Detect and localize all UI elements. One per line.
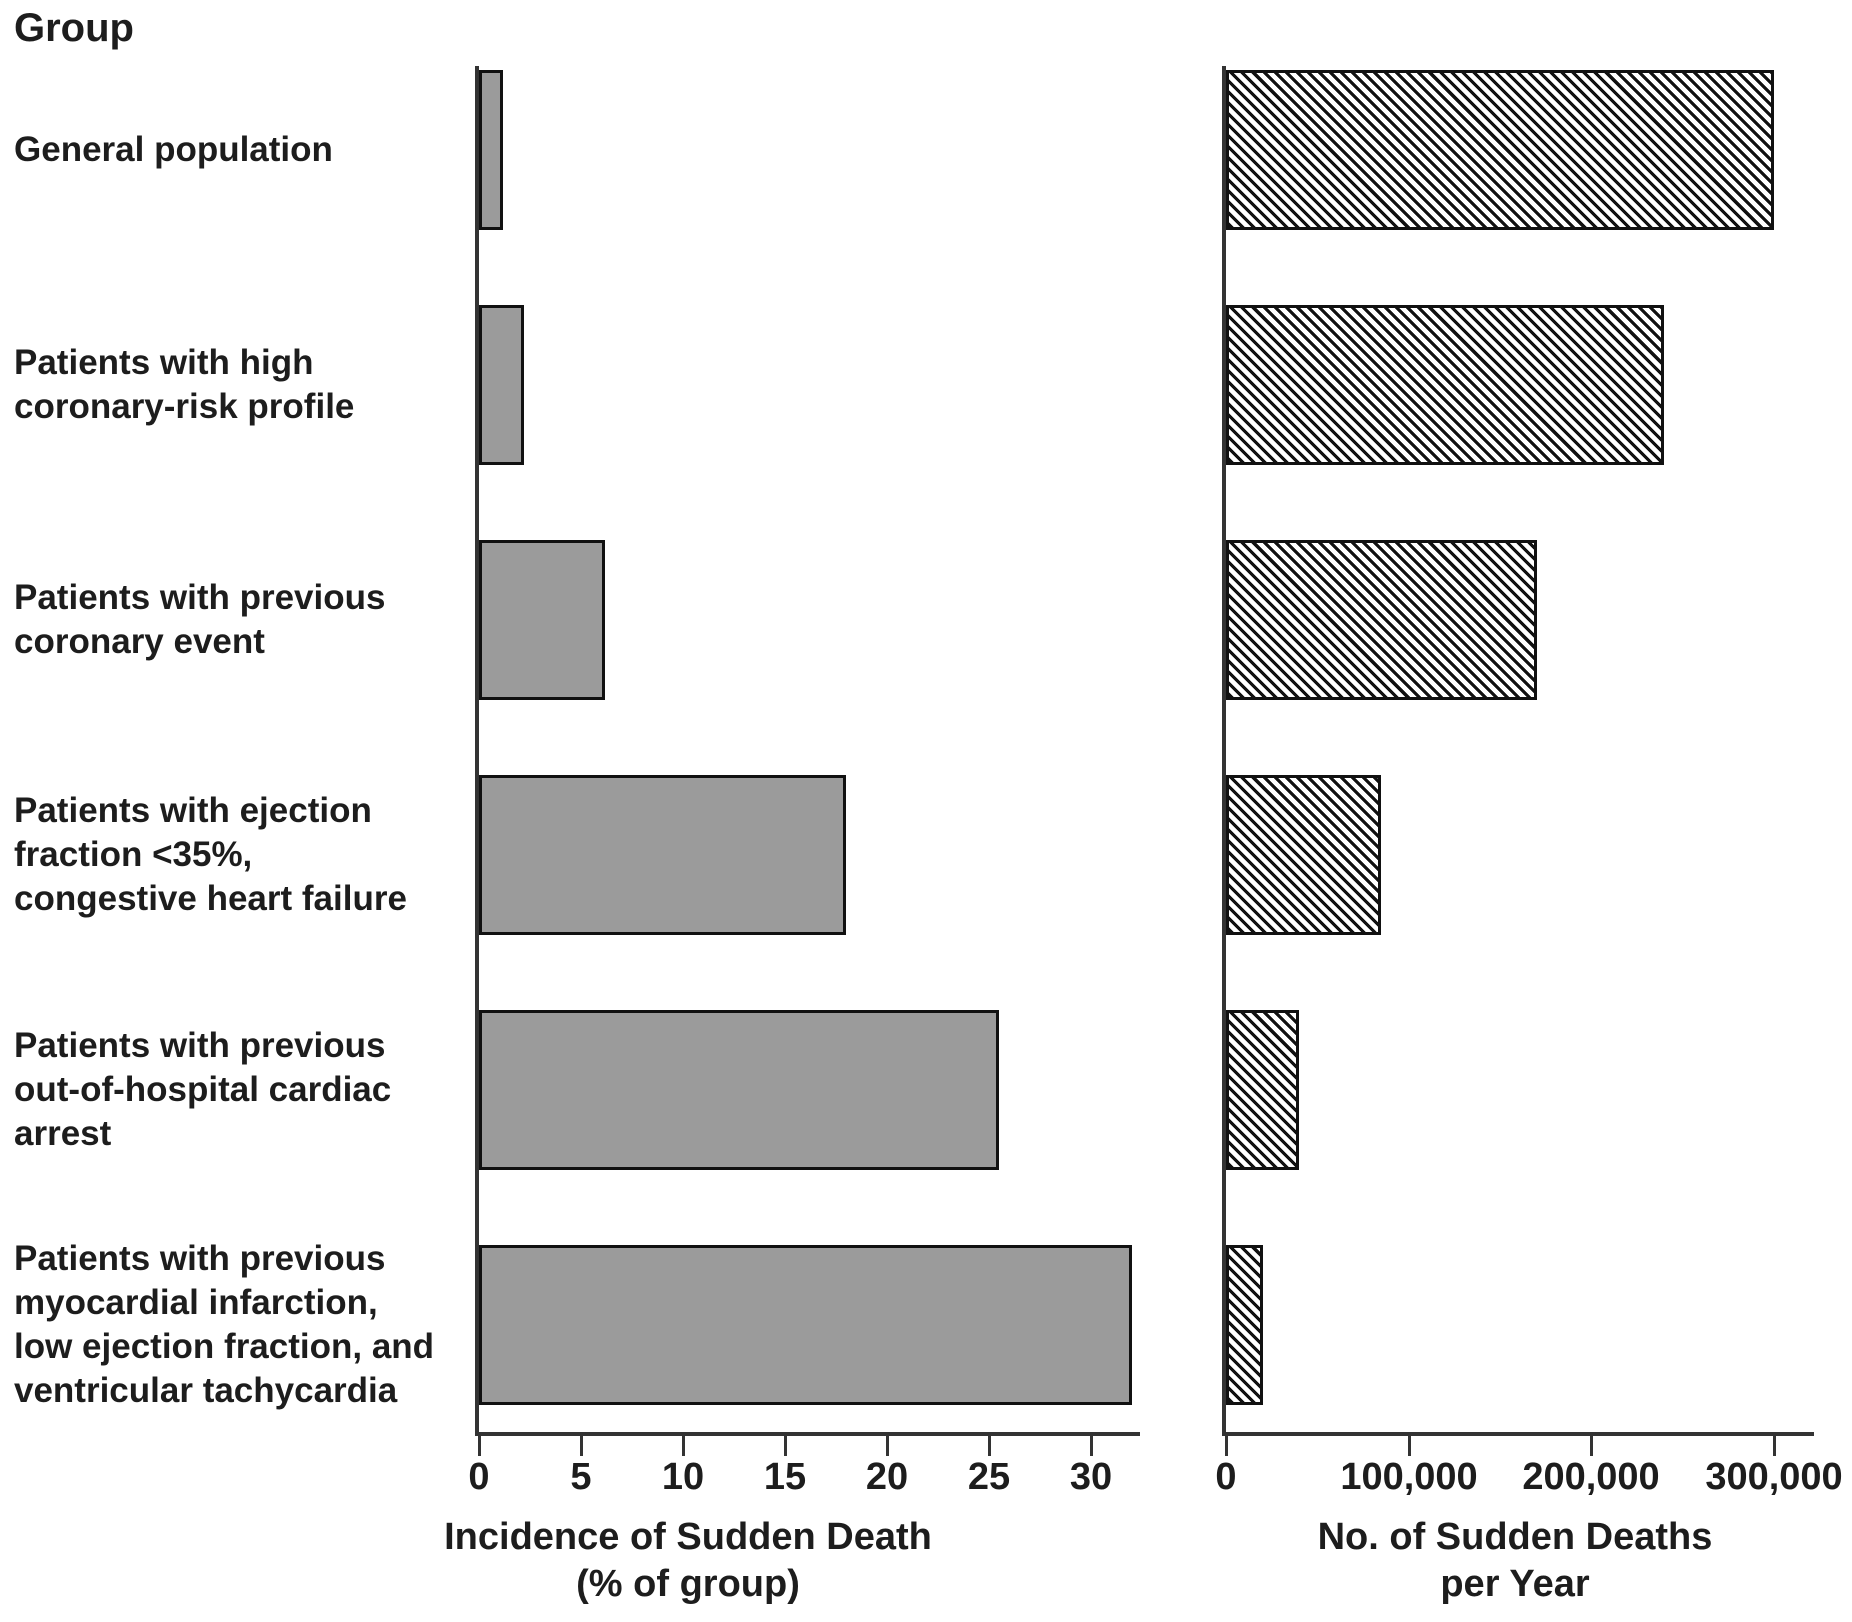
group-label-2: Patients with previous coronary event [14,540,474,700]
bar-right-1 [1226,305,1664,465]
x-tick-right-2 [1590,1436,1593,1456]
x-tick-left-4 [886,1436,889,1456]
x-axis-title-left-line-1: (% of group) [576,1563,800,1605]
x-tick-label-right-2: 200,000 [1522,1456,1660,1498]
x-axis-title-right-line-0: No. of Sudden Deaths [1317,1516,1713,1558]
group-label-0: General population [14,70,474,230]
group-label-1-line-0: Patients with high [14,343,314,382]
group-label-1-line-1: coronary-risk profile [14,387,355,426]
group-label-5-line-1: myocardial infarction, [14,1283,378,1322]
group-label-3: Patients with ejection fraction <35%, cong… [14,775,474,935]
bar-left-1 [479,305,524,465]
x-tick-label-right-0: 0 [1215,1456,1237,1498]
bar-right-3 [1226,775,1381,935]
x-axis-left [475,1432,1140,1436]
group-label-5: Patients with previous myocardial infarct… [14,1239,474,1410]
x-tick-right-3 [1773,1436,1776,1456]
y-axis-right [1222,66,1226,1436]
x-tick-left-0 [478,1436,481,1456]
group-label-5-line-3: ventricular tachycardia [14,1371,398,1410]
group-label-3-line-0: Patients with ejection [14,791,372,830]
group-label-2-line-1: coronary event [14,622,265,661]
group-label-4-line-2: arrest [14,1114,112,1153]
bar-left-5 [479,1245,1132,1405]
x-tick-left-5 [988,1436,991,1456]
group-label-0-line-0: General population [14,130,333,169]
x-tick-left-6 [1090,1436,1093,1456]
bar-left-0 [479,70,503,230]
x-tick-label-left-1: 5 [570,1456,592,1498]
x-tick-label-left-4: 20 [865,1456,909,1498]
group-label-4: Patients with previous out-of-hospital ca… [14,1010,474,1170]
group-label-5-line-0: Patients with previous [14,1239,386,1278]
y-axis-left [475,66,479,1436]
bar-right-5 [1226,1245,1263,1405]
x-tick-label-right-1: 100,000 [1340,1456,1478,1498]
x-axis-title-left: Incidence of Sudden Death (% of group) [288,1514,1088,1608]
x-tick-label-left-6: 30 [1069,1456,1113,1498]
bar-left-3 [479,775,846,935]
group-label-3-line-1: fraction <35%, [14,835,253,874]
x-tick-right-0 [1225,1436,1228,1456]
x-axis-right [1222,1432,1814,1436]
x-axis-title-right-line-1: per Year [1440,1563,1590,1605]
x-tick-left-1 [580,1436,583,1456]
group-label-5-line-2: low ejection fraction, and [14,1327,435,1366]
x-tick-label-left-2: 10 [661,1456,705,1498]
bar-right-4 [1226,1010,1299,1170]
group-label-4-line-1: out-of-hospital cardiac [14,1070,392,1109]
group-label-3-line-2: congestive heart failure [14,879,407,918]
group-label-4-line-0: Patients with previous [14,1026,386,1065]
x-tick-label-left-3: 15 [763,1456,807,1498]
bar-left-4 [479,1010,999,1170]
x-tick-right-1 [1408,1436,1411,1456]
bar-right-2 [1226,540,1537,700]
bar-left-2 [479,540,605,700]
x-axis-title-right: No. of Sudden Deaths per Year [1115,1514,1852,1608]
group-label-1: Patients with high coronary-risk profile [14,305,474,465]
x-tick-label-left-0: 0 [468,1456,490,1498]
bar-right-0 [1226,70,1774,230]
x-tick-left-3 [784,1436,787,1456]
x-axis-title-left-line-0: Incidence of Sudden Death [444,1516,932,1558]
x-tick-label-left-5: 25 [967,1456,1011,1498]
x-tick-left-2 [682,1436,685,1456]
group-label-2-line-0: Patients with previous [14,578,386,617]
x-tick-label-right-3: 300,000 [1705,1456,1843,1498]
group-column-header: Group [14,6,134,50]
